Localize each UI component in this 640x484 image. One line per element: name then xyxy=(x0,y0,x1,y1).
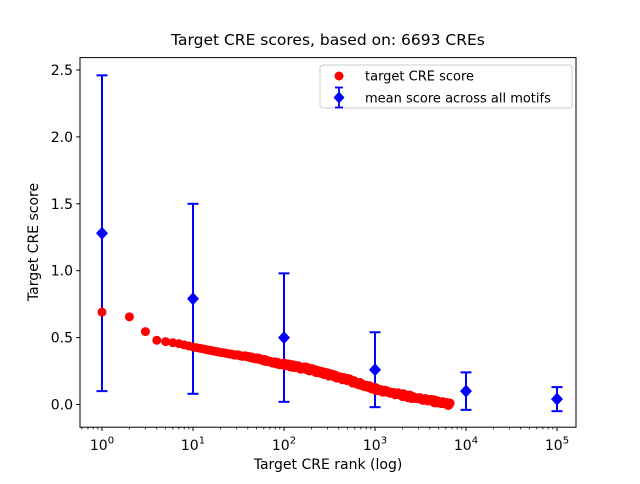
legend-blue-diamond-icon xyxy=(333,91,345,104)
legend-label-target-score: target CRE score xyxy=(365,70,474,85)
y-tick-label: 0.5 xyxy=(51,331,73,347)
data-layer xyxy=(96,74,563,413)
target-score-dot xyxy=(445,398,455,408)
legend: target CRE score mean score across all m… xyxy=(319,64,573,109)
mean-score-diamond xyxy=(551,392,563,406)
plot-border xyxy=(79,57,577,428)
mean-score-diamond xyxy=(96,226,108,240)
legend-red-circle-icon xyxy=(334,71,344,81)
target-score-dot xyxy=(97,307,107,317)
x-tick-label: 101 xyxy=(181,436,205,455)
y-tick-label: 0.0 xyxy=(51,398,73,414)
mean-score-diamond xyxy=(369,363,381,377)
x-tick-label: 103 xyxy=(363,436,387,455)
y-tick-label: 1.0 xyxy=(51,264,73,280)
y-tick-label: 1.5 xyxy=(51,197,73,213)
legend-label-mean-score: mean score across all motifs xyxy=(365,92,551,107)
chart-title: Target CRE scores, based on: 6693 CREs xyxy=(170,31,485,49)
x-tick-label: 100 xyxy=(90,436,114,455)
y-tick-label: 2.5 xyxy=(51,63,73,79)
mean-score-diamond xyxy=(278,331,290,345)
target-score-dot xyxy=(140,327,150,337)
legend-box xyxy=(319,64,573,109)
y-axis-label: Target CRE score xyxy=(26,183,42,302)
legend-markers xyxy=(333,71,345,109)
y-tick-label: 2.0 xyxy=(51,130,73,146)
target-score-dot xyxy=(152,335,162,345)
x-tick-label: 105 xyxy=(545,436,569,455)
x-tick-label: 102 xyxy=(272,436,296,455)
axes-layer: 0.0 0.5 1.0 1.5 2.0 2.5 100 101 102 103 104 105 xyxy=(51,57,577,455)
mean-score-diamond xyxy=(187,292,199,306)
mean-score-diamond xyxy=(460,384,472,398)
target-score-dot xyxy=(161,337,171,347)
x-axis-label: Target CRE rank (log) xyxy=(253,457,403,473)
target-score-dot xyxy=(124,312,134,322)
x-tick-label: 104 xyxy=(454,436,478,455)
